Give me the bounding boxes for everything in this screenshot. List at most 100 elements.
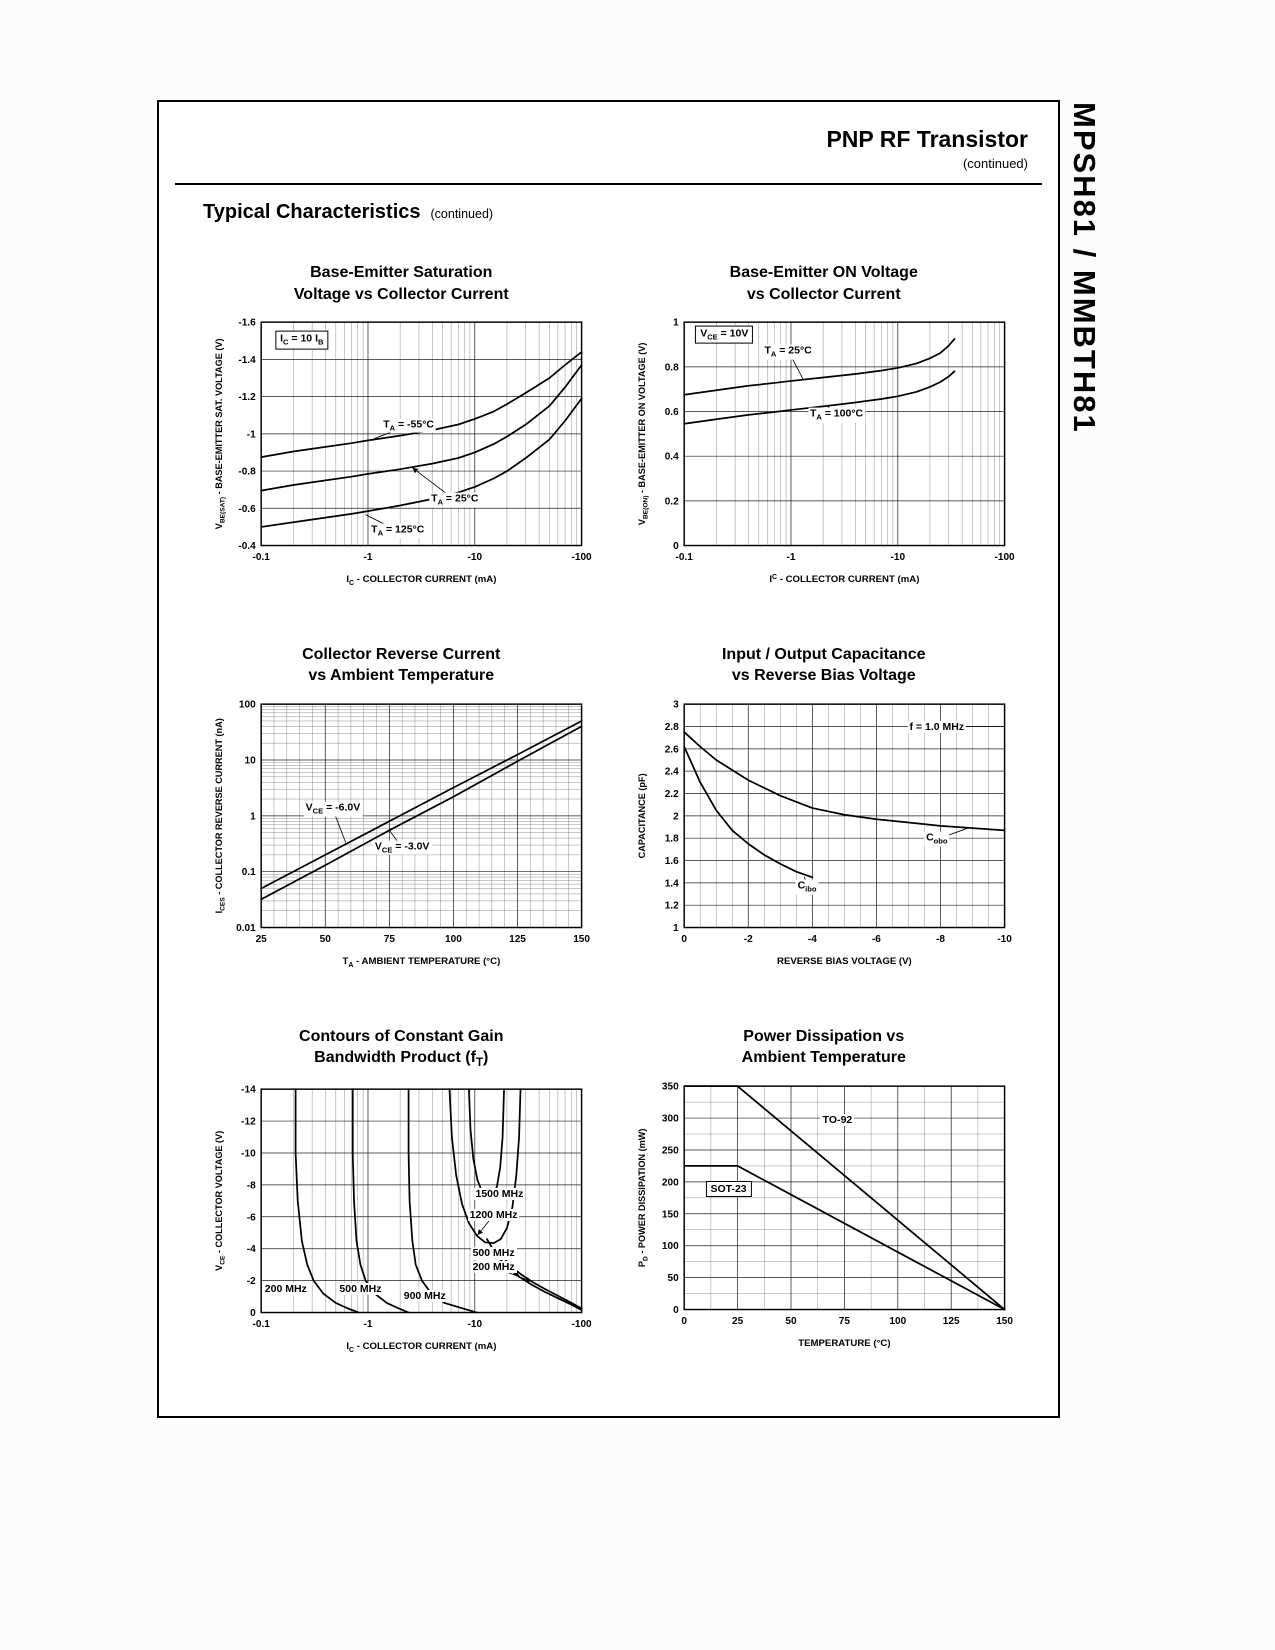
text-label: 2 [673,811,679,822]
text-label: -10 [468,1319,483,1330]
plot-svg: -0.1 -1 -10 -100 -14 -12 -10 -8 -6 -4 -2 0 IC - COLL… [214,1085,592,1354]
text-label: 100 [661,1241,678,1252]
chart-annotation: 200 MHz [262,1283,309,1296]
text-label: -1.2 [238,392,256,403]
chart-title: Power Dissipation vs Ambient Temperature [741,1027,906,1067]
text-label: 1 [250,811,256,822]
series-group [294,1088,583,1314]
series-line [260,397,583,529]
plot-area: -0.1 -1 -10 -100 -14 -12 -10 -8 -6 -4 -2 0 IC - COLL… [209,1080,594,1355]
series-line [260,725,583,901]
text-label: 25 [731,1316,743,1327]
text-label: 1.4 [664,878,678,889]
text-label: -2 [247,1276,256,1287]
series-line [260,351,583,459]
chart-annotation: VCE = 10V [695,325,754,345]
plot-area: -0.1 -1 -10 -100 -1.6 -1.4 -1.2 -1 -0.8 -0.6 -0.4 I… [209,313,594,588]
text-label: 200 [661,1177,678,1188]
chart-annotation: TA = 25°C [429,492,481,508]
text-label: 0 [673,1305,679,1316]
text-label: 350 [661,1081,678,1092]
series-line [260,364,583,492]
tick-labels: -0.1 -1 -10 -100 -14 -12 -10 -8 -6 -4 -2 0 [241,1085,592,1331]
text-label: -100 [994,552,1015,563]
series-group [260,351,583,529]
chart-annotation: 1200 MHz [467,1209,520,1222]
series-group [682,1085,1005,1311]
text-label: 2.8 [664,722,678,733]
chart-power-dissipation: Power Dissipation vs Ambient Temperature … [632,1026,1017,1355]
page-frame: PNP RF Transistor (continued) Typical Ch… [157,100,1060,1418]
text-label: REVERSE BIAS VOLTAGE (V) [777,956,912,967]
text-label: 0.8 [664,362,678,373]
text-label: -14 [241,1085,256,1096]
text-label: 0.01 [236,923,256,934]
series-line [682,338,955,396]
text-label: 0 [250,1308,256,1319]
text-label: -2 [743,934,752,945]
text-label: -100 [572,552,593,563]
text-label: -1 [364,552,373,563]
chart-annotation: 1500 MHz [473,1188,526,1201]
chart-title: Base-Emitter ON Voltage vs Collector Curr… [729,264,918,303]
grid-major [683,321,1005,547]
plot-svg: 25 50 75 100 125 150 100 10 1 0.1 0.01 TA - AMBIENT… [214,700,591,969]
series-group [682,338,955,425]
plot-border [682,321,1005,547]
text-label: VCE - COLLECTOR VOLTAGE (V) [214,1131,227,1271]
chart-title: Input / Output Capacitance vs Reverse Bia… [721,645,926,685]
text-label: CAPACITANCE (pF) [636,773,646,858]
text-label: -1.4 [238,355,256,366]
text-label: IC - COLLECTOR CURRENT (mA) [346,1341,496,1354]
plot-border [260,321,583,547]
text-label: 250 [661,1145,678,1156]
tick-labels: 0 25 50 75 100 125 150 350 300 250 200 150 100 50 0 [661,1081,1012,1327]
tick-labels: 25 50 75 100 125 150 100 10 1 0.1 0.01 [236,700,590,946]
chart-base-emitter-saturation: Base-Emitter Saturation Voltage vs Collec… [209,262,594,588]
plot-area: 0 25 50 75 100 125 150 350 300 250 200 150 100 50 0 TEM… [632,1077,1017,1352]
text-label: -0.1 [253,1319,271,1330]
text-label: -4 [807,934,816,945]
chart-base-emitter-on-voltage: Base-Emitter ON Voltage vs Collector Curr… [632,262,1017,588]
plot-svg: 0 -2 -4 -6 -8 -10 3 2.8 2.6 2.4 2.2 2 1.8 1.6 1.4 1.2 1 R… [636,700,1012,968]
text-label: -1 [247,430,256,441]
chart-annotation: VCE = -3.0V [372,840,432,855]
chart-annotation: 900 MHz [401,1289,448,1302]
series-line [682,731,1005,832]
series-line [294,1088,360,1314]
plot-svg: 0 25 50 75 100 125 150 350 300 250 200 150 100 50 0 TEM… [636,1081,1013,1349]
chart-annotation: VCE = -6.0V [303,802,363,817]
series-line [682,1085,1005,1311]
text-label: IC - COLLECTOR CURRENT (mA) [346,574,496,587]
text-label: TEMPERATURE (°C) [798,1338,890,1349]
chart-annotation: Cobo [924,831,950,847]
text-label: 0.2 [664,497,678,508]
text-label: VBE(ON) - BASE-EMITTER ON VOLTAGE (V) [636,343,649,526]
text-label: 0 [673,541,679,552]
text-label: 0 [681,1316,687,1327]
chart-annotation: 200 MHz [470,1260,517,1274]
text-label: -6 [871,934,880,945]
page-header: PNP RF Transistor (continued) [159,102,1058,171]
text-label: 125 [942,1316,959,1327]
text-label: -1 [364,1319,373,1330]
tick-labels: -0.1 -1 -10 -100 1 0.8 0.6 0.4 0.2 0 [664,318,1014,564]
text-label: -8 [936,934,945,945]
text-label: 50 [667,1273,679,1284]
text-label: -0.6 [238,504,256,515]
plot-svg: -0.1 -1 -10 -100 -1.6 -1.4 -1.2 -1 -0.8 -0.6 -0.4 I… [214,318,593,587]
text-label: 75 [384,934,396,945]
tick-labels: 0 -2 -4 -6 -8 -10 3 2.8 2.6 2.4 2.2 2 1.8 1.6 1.4 1.2 1 [664,700,1012,946]
chart-annotation: Cibo [795,879,819,895]
text-label: -0.1 [253,552,271,563]
text-label: 300 [661,1113,678,1124]
chart-annotation: IC = 10 IB [275,330,329,350]
chart-annotation: 500 MHz [337,1283,384,1296]
header-continued: (continued) [962,156,1028,171]
text-label: ICES - COLLECTOR REVERSE CURRENT (nA) [214,718,227,913]
series-line [468,1088,505,1199]
text-label: IC - COLLECTOR CURRENT (mA) [769,574,919,585]
plot-border [682,1085,1005,1311]
chart-title: Collector Reverse Current vs Ambient Temp… [302,645,501,685]
text-label: -100 [572,1319,593,1330]
